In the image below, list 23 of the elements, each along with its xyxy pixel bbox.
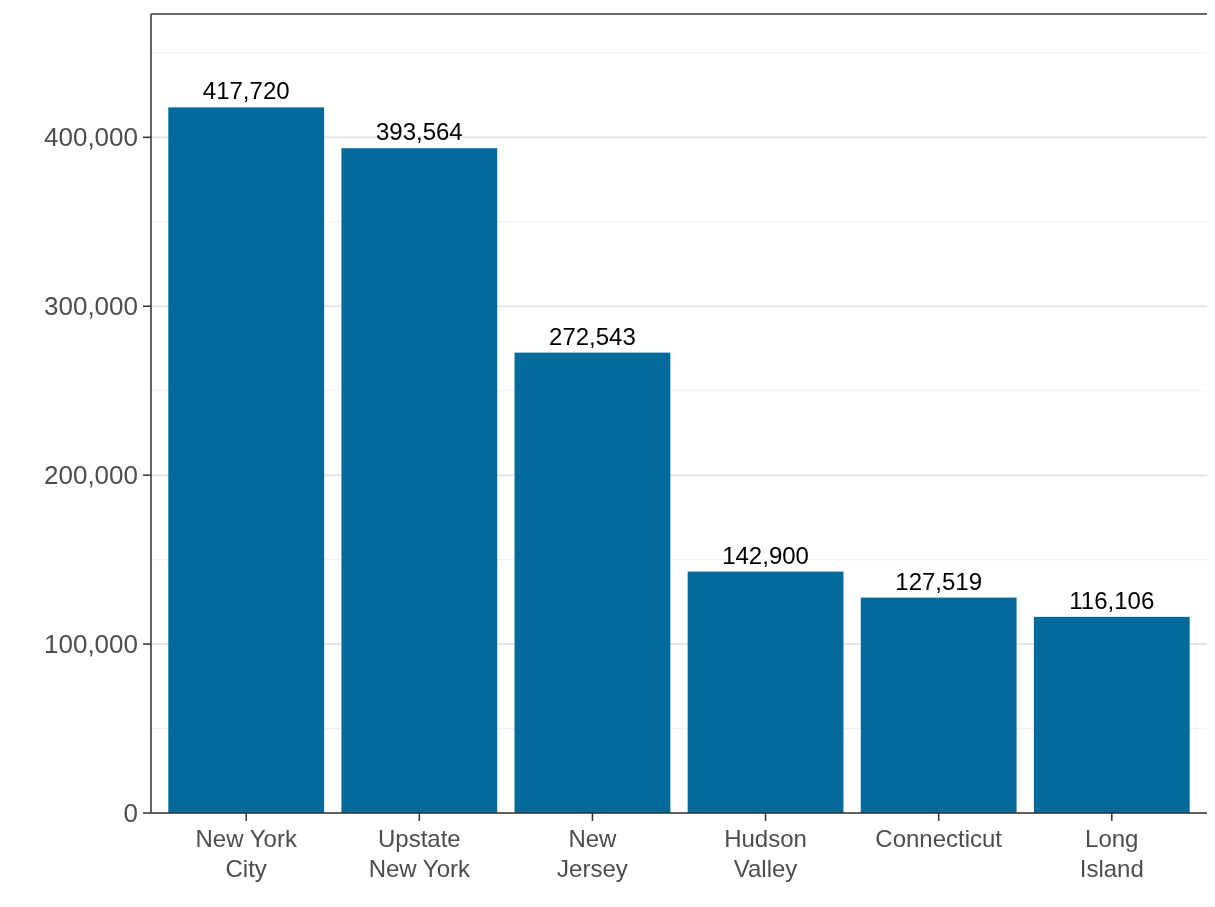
y-tick-label: 200,000 (44, 460, 138, 491)
bar (514, 352, 671, 813)
bar (687, 571, 844, 813)
data-label: 142,900 (722, 541, 809, 569)
data-label: 127,519 (895, 567, 983, 595)
data-label: 417,720 (202, 77, 290, 105)
bar (860, 597, 1017, 813)
x-tick-label: New York City (195, 825, 298, 882)
y-tick-label: 0 (123, 798, 138, 829)
bar (341, 148, 498, 813)
data-label: 116,106 (1069, 586, 1155, 614)
x-tick-label: Connecticut (875, 825, 1003, 852)
y-tick-label: 400,000 (44, 122, 138, 153)
x-tick-label: Upstate New York (368, 825, 472, 882)
x-tick-label: Hudson Valley (724, 825, 807, 882)
y-tick-label: 100,000 (44, 629, 138, 660)
bar (168, 107, 325, 813)
y-tick-label: 300,000 (44, 291, 138, 322)
bar (1033, 616, 1190, 813)
data-label: 272,543 (549, 322, 636, 350)
x-tick-label: New Jersey (557, 825, 628, 882)
x-tick-label: Long Island (1079, 825, 1144, 882)
data-label: 393,564 (375, 118, 463, 146)
